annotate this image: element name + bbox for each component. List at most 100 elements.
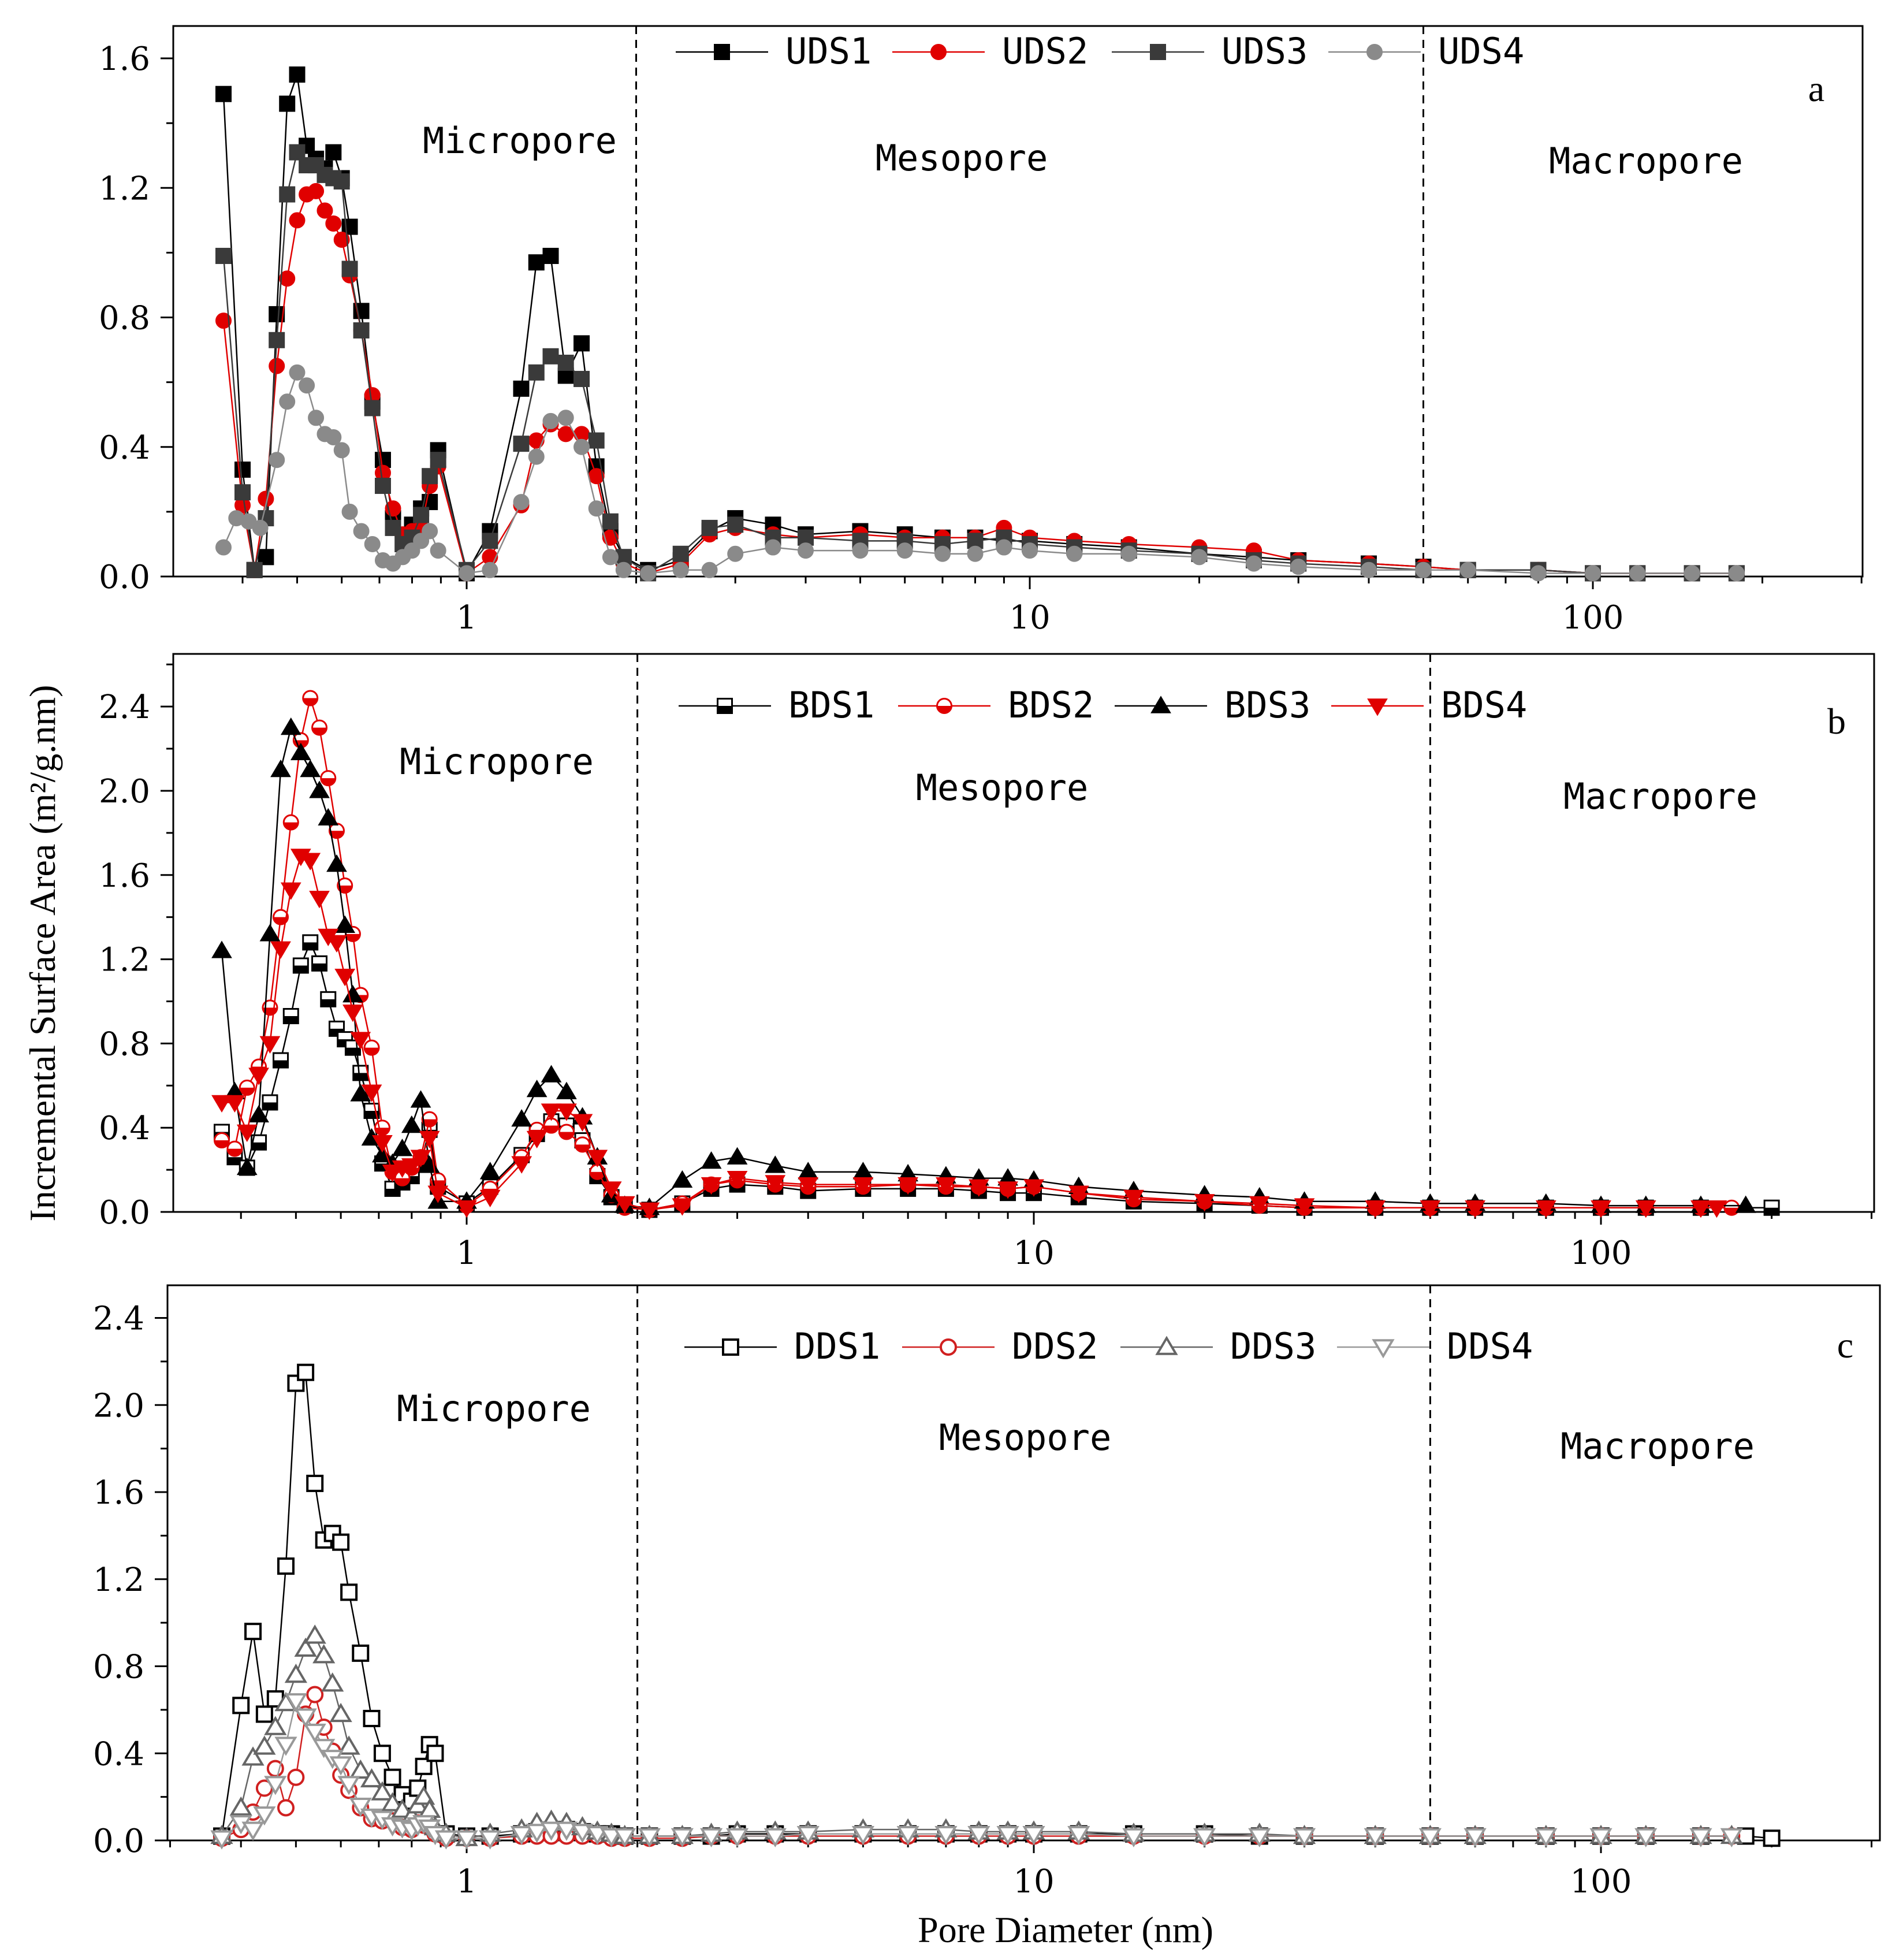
dds1-point: [232, 1697, 250, 1714]
bds1-point-half: [354, 1066, 367, 1073]
dds3-point: [253, 1735, 276, 1755]
bds3-point: [541, 1065, 562, 1083]
bds1-point-half: [346, 1041, 359, 1048]
bds4-point: [1249, 1196, 1270, 1214]
dds4-point: [253, 1806, 276, 1826]
bds4-point: [326, 935, 347, 953]
bds4-point: [672, 1198, 693, 1216]
dds4-point: [1364, 1828, 1387, 1847]
bds4-point: [897, 1177, 919, 1195]
region-label-mesopore: Mesopore: [916, 767, 1089, 809]
y-tick-label: 0.4: [99, 429, 150, 467]
uds3-point: [701, 519, 718, 536]
uds4-point: [279, 393, 296, 410]
bds1-line: [221, 940, 1772, 1211]
y-tick-label: 0.0: [99, 1194, 150, 1232]
bds4-point: [280, 882, 301, 900]
uds4-point: [615, 561, 632, 578]
series-bds1: [213, 934, 1780, 1218]
uds4-point: [215, 539, 232, 556]
bds1-point-half: [294, 959, 307, 966]
legend-b: BDS1 BDS2 BDS3 BDS4: [679, 684, 1527, 726]
dds4-point: [1463, 1828, 1487, 1847]
uds2-line: [222, 190, 1737, 575]
bds3-point: [526, 1080, 548, 1098]
uds4-point: [289, 364, 306, 381]
bds2-point-half: [215, 1134, 228, 1141]
uds3-point: [341, 261, 358, 277]
legend-label: BDS2: [1008, 684, 1094, 726]
dds4-point: [967, 1825, 990, 1846]
bds3-point: [334, 915, 356, 933]
uds1-point: [234, 462, 251, 478]
bds4-point: [511, 1156, 532, 1174]
dds3-point: [303, 1624, 326, 1644]
bds4-point: [361, 1084, 382, 1102]
uds4-point: [1585, 565, 1601, 582]
dds4-point: [539, 1821, 563, 1841]
bds4-point: [1591, 1200, 1611, 1218]
dds3-point: [229, 1796, 252, 1816]
legend-item-dds2: DDS2: [902, 1325, 1098, 1367]
dds3-point: [337, 1735, 360, 1755]
bds4-point: [372, 1135, 393, 1153]
bds3-point: [236, 1157, 258, 1176]
uds4-point: [996, 539, 1012, 556]
bds3-point: [270, 759, 291, 778]
bds4-point: [639, 1202, 660, 1220]
uds4-point: [588, 500, 605, 517]
dds3-point: [284, 1664, 308, 1683]
legend-item-uds2: UDS2: [892, 30, 1088, 72]
dds3-point: [349, 1759, 372, 1779]
bds3-point: [672, 1170, 693, 1188]
legend-uds1-point: [714, 44, 730, 60]
dds1-point: [255, 1705, 273, 1723]
legend-label: DDS2: [1012, 1325, 1098, 1367]
dds4-point: [312, 1739, 336, 1758]
dds1-point: [1763, 1829, 1781, 1847]
y-tick-label: 0.4: [93, 1735, 144, 1773]
bds4-point: [1535, 1200, 1556, 1218]
bds4-point: [1365, 1200, 1386, 1218]
dds4-point: [555, 1821, 578, 1841]
panel-c: 0.0 0.4 0.8 1.2 1.6 2.0 2.4 1 10 100 Micropore Meso…: [93, 1284, 1881, 1901]
bds1-point-half: [304, 936, 317, 943]
bds4-point: [1194, 1194, 1215, 1212]
uds4-point: [1022, 542, 1038, 559]
dds3-point: [241, 1746, 265, 1766]
uds4-point: [252, 519, 269, 536]
x-tick-label: 10: [1009, 599, 1050, 637]
legend-label: BDS4: [1441, 684, 1527, 726]
bds3-point: [852, 1162, 874, 1180]
legend-item-uds1: UDS1: [676, 30, 872, 72]
bds4-point: [1294, 1198, 1315, 1216]
bds3-point: [248, 1104, 269, 1123]
bds4-point: [765, 1175, 786, 1193]
bds3-point: [290, 742, 311, 761]
legend-label: DDS1: [794, 1325, 880, 1367]
legend-item-bds1: BDS1: [679, 684, 874, 726]
dds4-point: [284, 1693, 308, 1713]
dds4-point: [525, 1824, 549, 1843]
uds4-point: [1191, 549, 1208, 566]
legend-bds1-point-half: [718, 700, 731, 706]
x-tick-label: 1: [456, 599, 477, 637]
bds2-point-half: [576, 1138, 589, 1145]
uds2-point: [269, 358, 285, 374]
bds4-point: [479, 1189, 501, 1208]
y-tick-label: 1.2: [99, 942, 150, 979]
y-tick-label: 1.2: [93, 1561, 144, 1599]
bds1-point-half: [274, 1054, 288, 1061]
uds2-point: [289, 212, 306, 229]
bds4-point: [1123, 1189, 1144, 1208]
region-label-micropore: Micropore: [397, 1388, 591, 1430]
legend-item-dds3: DDS3: [1120, 1325, 1316, 1367]
bds4-point: [1420, 1200, 1441, 1218]
uds4-point: [573, 438, 590, 455]
bds1-point-half: [330, 1022, 343, 1029]
uds4-point: [422, 523, 438, 540]
bds3-point: [392, 1139, 413, 1156]
bds2-point-half: [365, 1041, 378, 1048]
uds1-point: [215, 85, 232, 102]
y-tick-label: 0.8: [99, 1025, 150, 1063]
